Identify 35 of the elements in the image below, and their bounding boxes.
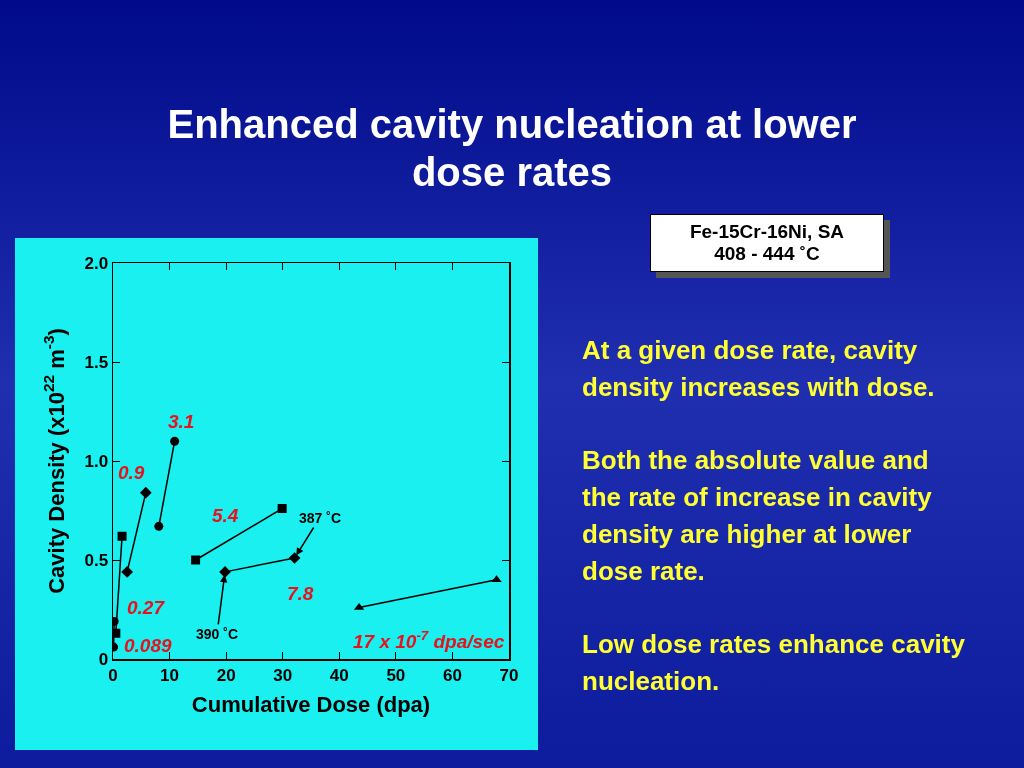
x-axis-title: Cumulative Dose (dpa) <box>191 691 431 717</box>
point <box>191 555 201 565</box>
x-tick-label: 10 <box>160 665 180 685</box>
chart-title: Enhanced cavity nucleation at lower dose rates <box>166 101 858 196</box>
series-label: 7.8 <box>287 583 314 604</box>
text: Fe-15Cr-16Ni, SA 408 - 444 ˚C <box>650 214 884 272</box>
y-tick-label: 0.5 <box>84 550 109 570</box>
series-label: 0.089 <box>124 635 172 656</box>
y-tick-label: 1.0 <box>84 451 109 471</box>
series-label: 0.27 <box>127 597 166 618</box>
x-tick-label: 60 <box>442 665 462 685</box>
y-tick-label: 1.5 <box>84 352 109 372</box>
point <box>117 531 127 541</box>
text: Low dose rates enhance cavity nucleation. <box>582 628 966 698</box>
y-tick-label: 2.0 <box>84 253 109 273</box>
point <box>139 486 152 499</box>
x-tick-label: 70 <box>499 665 519 685</box>
series-label: 5.4 <box>212 505 239 526</box>
series-label: 3.1 <box>168 411 195 432</box>
annotation: 390 ˚C <box>196 626 239 642</box>
point <box>170 436 180 446</box>
x-tick-label: 30 <box>273 665 293 685</box>
x-tick-label: 20 <box>216 665 236 685</box>
series-label: 17 x 10$^{-7}$ dpa/sec <box>353 628 505 652</box>
text: At a given dose rate, cavity density increases with dose. <box>582 334 936 404</box>
point <box>277 504 287 514</box>
point <box>121 566 133 578</box>
text: Both the absolute value and the rate of increase in cavity density are higher at lower dose rate. <box>582 444 933 588</box>
y-tick-label: 0 <box>98 649 109 669</box>
x-tick-label: 40 <box>329 665 349 685</box>
point <box>154 521 164 531</box>
series-label: 0.9 <box>118 462 145 483</box>
x-tick-label: 50 <box>386 665 406 685</box>
point <box>288 552 301 564</box>
annotation: 387 ˚C <box>299 510 342 526</box>
